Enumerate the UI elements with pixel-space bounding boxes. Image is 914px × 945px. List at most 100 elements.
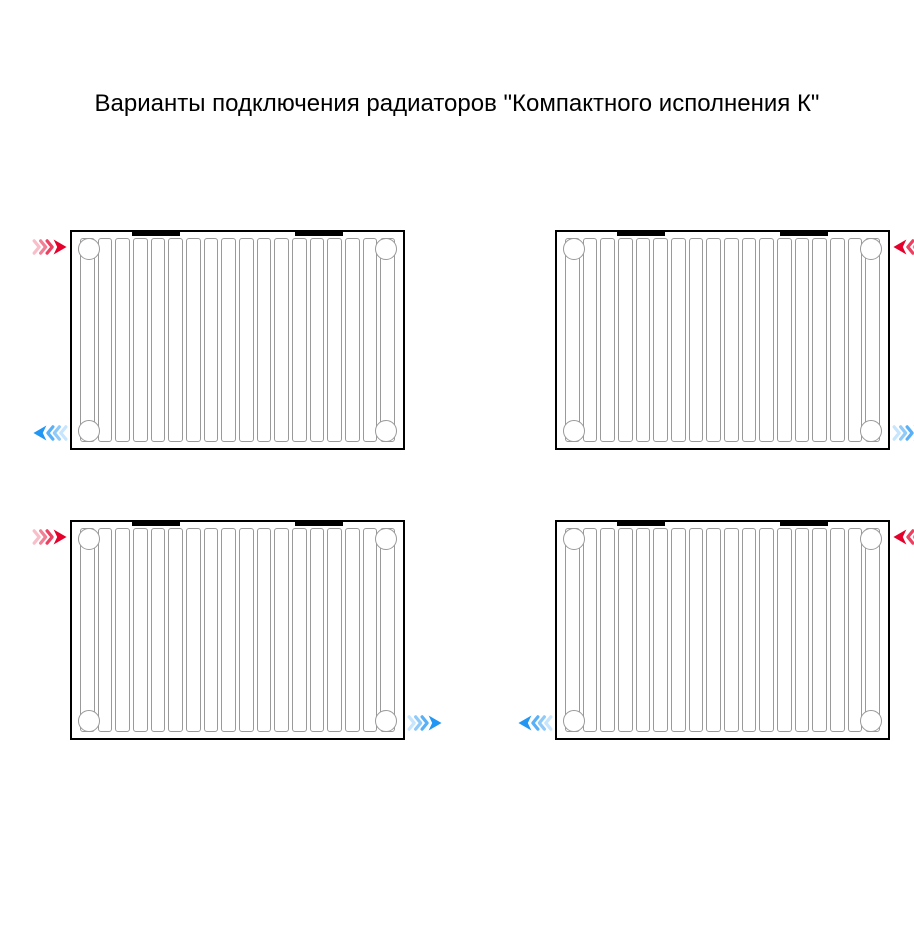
radiator-fin [221,238,236,442]
radiator-fin [274,238,289,442]
radiator-fin [345,528,360,732]
port-bl [563,710,585,732]
radiator-fin [848,528,863,732]
radiator [555,230,890,450]
side-right [405,230,445,480]
hot-arrow-icon [892,238,914,256]
radiator-fin [380,238,395,442]
port-br [860,420,882,442]
radiator-fin [221,528,236,732]
radiator-fin [151,528,166,732]
radiator-fin [724,238,739,442]
radiator-fin [795,528,810,732]
side-right [890,520,914,770]
radiator-fin [671,528,686,732]
radiator-fin [795,238,810,442]
port-br [375,420,397,442]
radiator-fin [618,528,633,732]
radiator-fin [583,238,598,442]
cold-arrow-icon [32,424,68,442]
side-left [30,520,70,770]
port-tr [375,528,397,550]
port-bl [78,710,100,732]
radiator-fin [618,238,633,442]
side-left [515,230,555,480]
radiator-fin [80,238,95,442]
radiator-fin [706,238,721,442]
radiator-fin [600,528,615,732]
radiator-fins [563,238,882,442]
radiator-fin [363,528,378,732]
port-tl [563,528,585,550]
radiator-fin [636,528,651,732]
port-br [375,710,397,732]
radiator-fin [830,238,845,442]
side-right [405,520,445,770]
radiator-fin [204,528,219,732]
radiator-fin [380,528,395,732]
hot-arrow-icon [892,528,914,546]
radiator-fin [292,238,307,442]
radiator-fin [742,528,757,732]
hot-arrow-icon [32,528,68,546]
radiator-fin [168,528,183,732]
radiator-fin [653,238,668,442]
radiator-fin [583,528,598,732]
radiator-fin [133,238,148,442]
radiator-fin [759,238,774,442]
radiator-fin [204,238,219,442]
radiator-fin [777,238,792,442]
radiator-fin [848,238,863,442]
radiator-fin [600,238,615,442]
radiator [70,520,405,740]
port-bl [563,420,585,442]
radiator-fin [777,528,792,732]
cold-arrow-icon [892,424,914,442]
variant-A [30,230,445,480]
radiator-fin [257,238,272,442]
port-tr [860,528,882,550]
radiator-fin [239,528,254,732]
radiator-fin [186,238,201,442]
port-bl [78,420,100,442]
radiator-fin [363,238,378,442]
radiator-fin [257,528,272,732]
radiator-fin [671,238,686,442]
radiator-fin [115,528,130,732]
radiator-fin [168,238,183,442]
variant-grid [30,230,884,770]
radiator-fin [759,528,774,732]
radiator-fin [80,528,95,732]
port-tl [78,238,100,260]
side-left [515,520,555,770]
radiator-fin [292,528,307,732]
radiator-fin [98,528,113,732]
radiator-fin [239,238,254,442]
radiator-fin [653,528,668,732]
radiator [70,230,405,450]
radiator-fins [78,528,397,732]
side-right [890,230,914,480]
port-tl [563,238,585,260]
radiator-fin [812,528,827,732]
radiator-fins [78,238,397,442]
radiator-fin [865,238,880,442]
radiator-fin [865,528,880,732]
radiator-fin [812,238,827,442]
radiator-fin [636,238,651,442]
radiator [555,520,890,740]
radiator-fin [310,238,325,442]
radiator-fin [186,528,201,732]
hot-arrow-icon [32,238,68,256]
radiator-fin [706,528,721,732]
port-tr [375,238,397,260]
radiator-fins [563,528,882,732]
radiator-fin [115,238,130,442]
radiator-fin [565,238,580,442]
radiator-fin [327,528,342,732]
port-br [860,710,882,732]
port-tl [78,528,100,550]
radiator-fin [742,238,757,442]
radiator-fin [830,528,845,732]
radiator-fin [565,528,580,732]
